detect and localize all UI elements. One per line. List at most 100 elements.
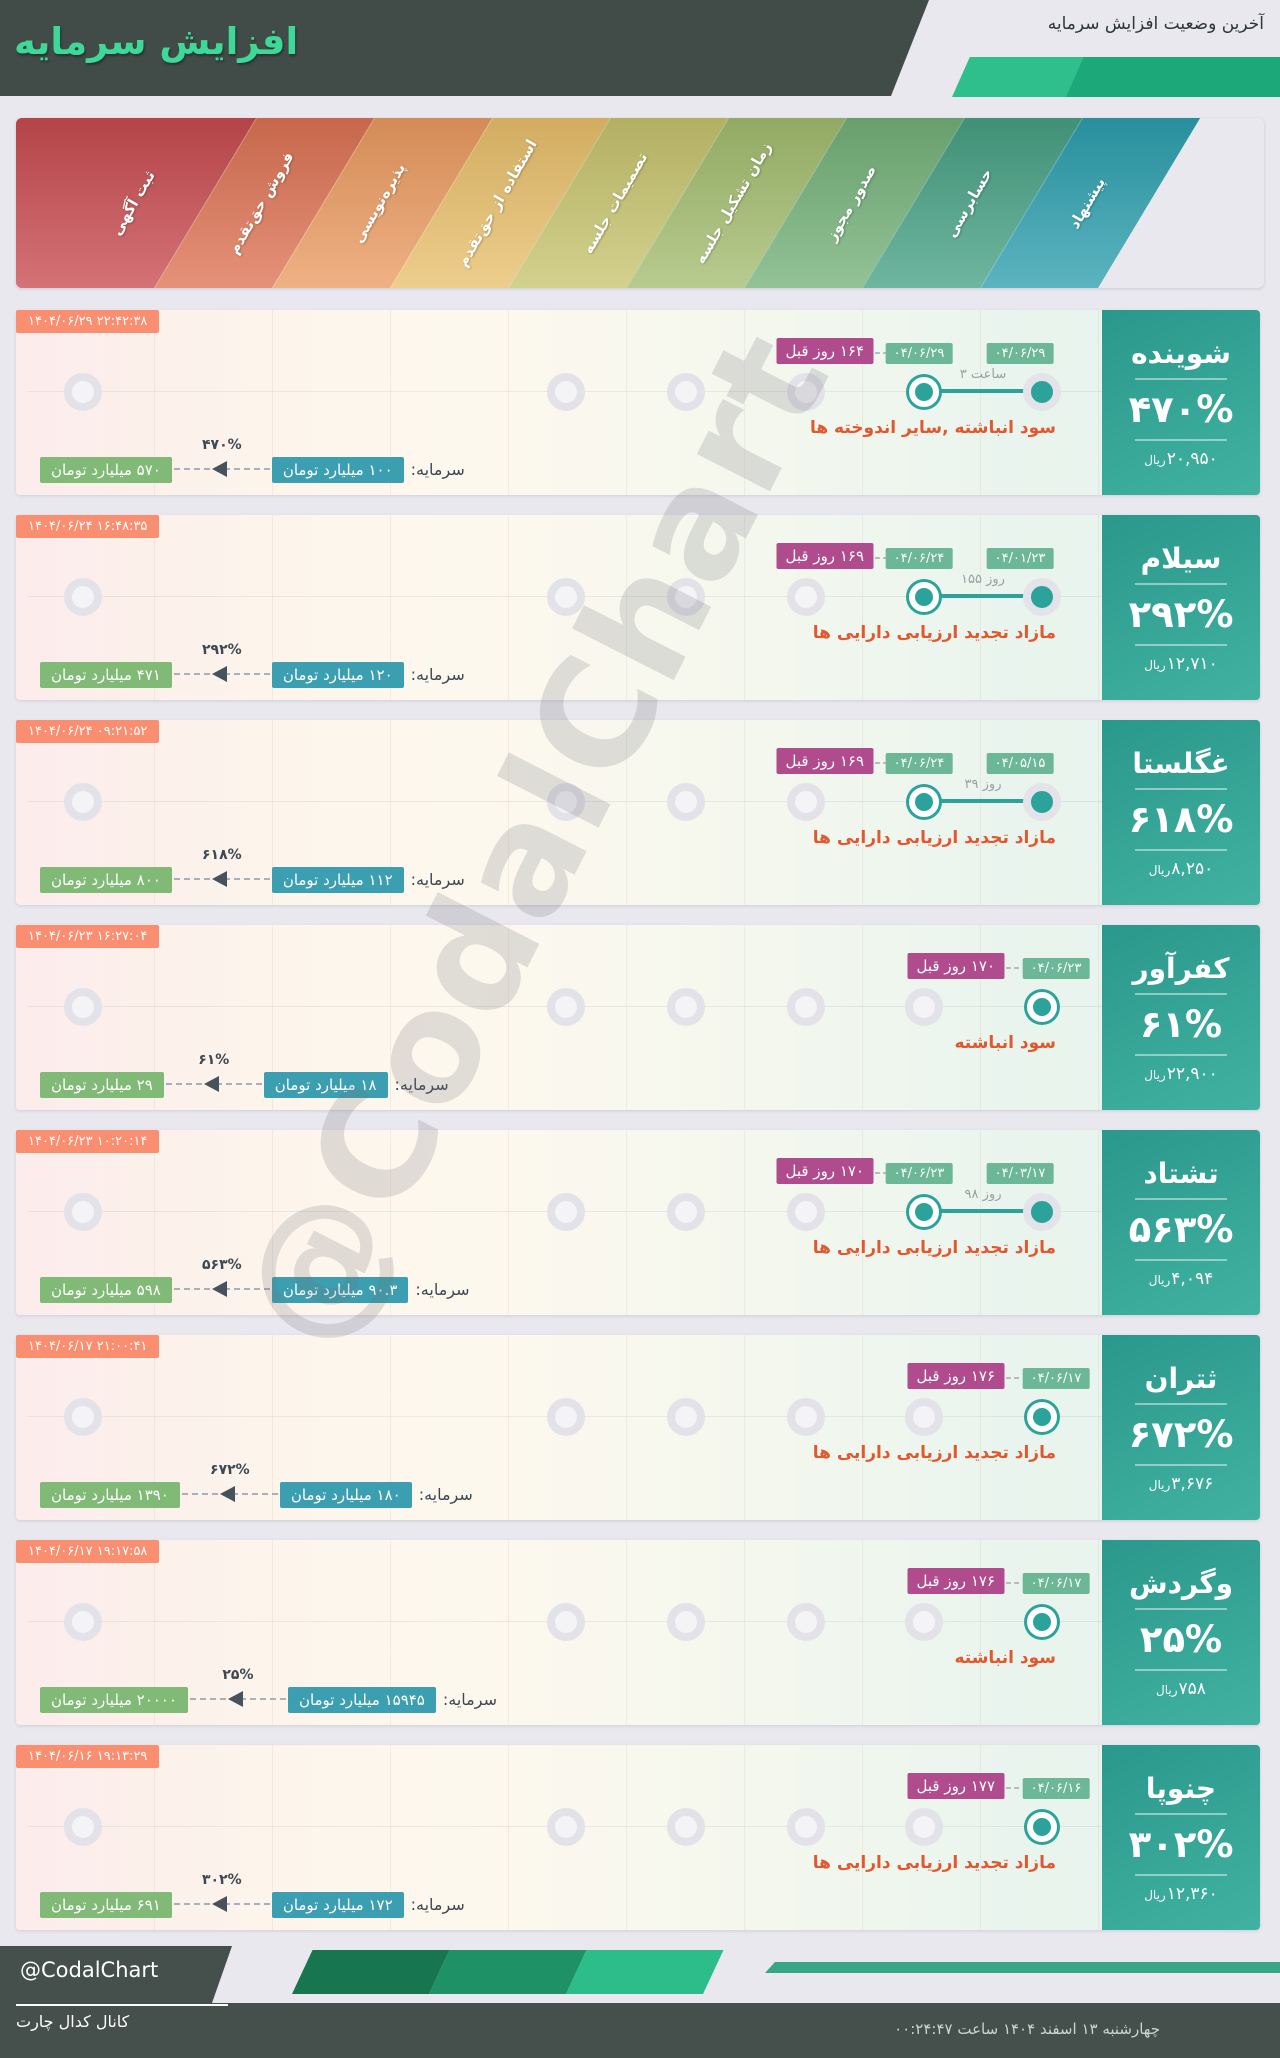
company-name: ثتران: [1144, 1361, 1218, 1395]
days-ago-badge: ۱۶۹ روز قبل: [776, 543, 873, 569]
capital-increase-percent-value: ۶۱۸%: [201, 847, 242, 863]
event-dot-proposal: [1027, 1607, 1057, 1637]
stage-dot-empty: [547, 1808, 585, 1846]
panel-divider: [1135, 787, 1227, 790]
company-row: ۱۴۰۴/۰۶/۲۴ ۰۹:۲۱:۵۲ ۳۹ روز ۰۴/۰۵/۱۵ ۰۴/۰…: [16, 720, 1260, 905]
company-panel: تشتاد ۵۶۳% ۴,۰۹۴ ریال: [1102, 1130, 1260, 1315]
company-panel: کفرآور ۶۱% ۲۲,۹۰۰ ریال: [1102, 925, 1260, 1110]
capital-increase-percent-value: ۴۷۰%: [201, 437, 242, 453]
increase-percent-value: ۲۹۲%: [1128, 592, 1234, 636]
capital-label: سرمایه:: [410, 870, 465, 889]
report-timestamp: ۱۴۰۴/۰۶/۲۳ ۱۰:۲۰:۱۴: [28, 1134, 148, 1149]
channel-name: کانال کدال چارت: [16, 2012, 130, 2031]
stage-dot-empty: [667, 1193, 705, 1231]
stage-dot-empty: [667, 1808, 705, 1846]
arrow-left-icon: [211, 461, 227, 477]
share-price: ۱۲,۳۶۰ ریال: [1144, 1884, 1218, 1904]
stage-dot-empty: [667, 1603, 705, 1641]
stage-dot-empty: [905, 1808, 943, 1846]
event-date2-badge: ۰۴/۰۶/۲۴: [885, 548, 953, 569]
company-name: غگلستا: [1132, 746, 1230, 780]
capital-change-strip: ۲۹ میلیارد تومان ۶۱% ۱۸ میلیارد تومان سر…: [40, 1052, 449, 1098]
stage-dot-empty: [787, 373, 825, 411]
capital-increase-percent-value: ۶۷۲%: [210, 1462, 250, 1478]
report-timestamp: ۱۴۰۴/۰۶/۱۷ ۱۹:۱۷:۵۸: [28, 1544, 148, 1559]
stage-dot-empty: [787, 1603, 825, 1641]
increase-percent: ۶۱%: [1140, 1003, 1222, 1046]
funding-source-note: مازاد تجدید ارزیابی دارایی ها: [812, 1443, 1056, 1463]
company-name: وگردش: [1128, 1566, 1234, 1600]
panel-divider: [1135, 582, 1227, 585]
capital-increase-percent: ۲۹۲%: [202, 642, 242, 658]
arrow-left-icon: [211, 871, 227, 887]
event-date: ۰۴/۰۶/۱۶: [1030, 1781, 1082, 1796]
event-duration: ۹۸ روز: [964, 1187, 1002, 1202]
capital-label: سرمایه:: [442, 1690, 497, 1709]
panel-divider: [1135, 1258, 1227, 1261]
increase-percent-value: ۶۷۲%: [1128, 1412, 1234, 1456]
current-capital-badge: ۱۸۰ میلیارد تومان: [279, 1481, 412, 1508]
panel-divider: [1135, 1812, 1227, 1815]
event-date: ۰۴/۰۶/۱۷: [1030, 1371, 1082, 1386]
event-dot-audit: [909, 377, 939, 407]
footer-green-parallelogram: [429, 1950, 587, 1994]
footer-divider: [16, 2004, 228, 2006]
rial-unit-label: ریال: [1148, 1272, 1171, 1287]
increase-percent: ۲۵%: [1140, 1618, 1222, 1661]
capital-arrow: ۶۱%: [164, 1052, 264, 1098]
share-price-value: ۴,۰۹۴: [1171, 1268, 1214, 1289]
panel-divider: [1135, 643, 1227, 646]
arrow-left-icon: [211, 1281, 227, 1297]
new-capital-badge: ۱۳۹۰ میلیارد تومان: [40, 1481, 180, 1508]
stage-dot-empty: [64, 1398, 102, 1436]
increase-percent: ۵۶۳%: [1129, 1208, 1234, 1251]
rial-unit-label: ریال: [1144, 657, 1166, 672]
share-price-value: ۲۰,۹۵۰: [1166, 448, 1218, 469]
event-dot-proposal: [1023, 578, 1061, 616]
stage-dot-empty: [64, 1193, 102, 1231]
stage-dot-empty: [547, 1603, 585, 1641]
event-duration: ۳۹ روز: [964, 777, 1002, 792]
company-row: ۱۴۰۴/۰۶/۲۴ ۱۶:۴۸:۳۵ ۱۵۵ روز ۰۴/۰۱/۲۳ ۰۴/…: [16, 515, 1260, 700]
capital-change-strip: ۵۹۸ میلیارد تومان ۵۶۳% ۹۰.۳ میلیارد توما…: [40, 1257, 470, 1303]
capital-increase-percent: ۶۷۲%: [210, 1462, 250, 1478]
capital-change-strip: ۸۰۰ میلیارد تومان ۶۱۸% ۱۱۲ میلیارد تومان…: [40, 847, 465, 893]
share-price-value: ۲۲,۹۰۰: [1166, 1063, 1218, 1084]
share-price: ۲۲,۹۰۰ ریال: [1144, 1064, 1218, 1084]
event-date: ۰۴/۰۵/۱۵: [994, 756, 1046, 771]
stage-dot-empty: [787, 1808, 825, 1846]
event-connector: [924, 1209, 1042, 1213]
share-price: ۲۰,۹۵۰ ریال: [1144, 449, 1218, 469]
increase-percent-value: ۶۱۸%: [1128, 797, 1234, 841]
capital-label: سرمایه:: [415, 1280, 470, 1299]
footer-green-bar: [765, 1962, 1280, 1973]
new-capital-badge: ۸۰۰ میلیارد تومان: [40, 866, 172, 893]
share-price: ۱۲,۷۱۰ ریال: [1144, 654, 1218, 674]
stage-dot-empty: [64, 988, 102, 1026]
new-capital-badge: ۲۹ میلیارد تومان: [40, 1071, 164, 1098]
badge-dash-connector: [1006, 967, 1019, 969]
share-price: ۳,۶۷۶ ریال: [1149, 1474, 1213, 1494]
funding-source-note: مازاد تجدید ارزیابی دارایی ها: [812, 623, 1056, 643]
event-date-badge: ۰۴/۰۱/۲۳: [986, 548, 1054, 569]
share-price-value: ۱۲,۷۱۰: [1166, 653, 1218, 674]
panel-divider: [1135, 438, 1227, 441]
share-price-value: ۷۵۸: [1178, 1678, 1206, 1699]
stage-dot-empty: [667, 578, 705, 616]
event-dot-proposal: [1027, 1402, 1057, 1432]
share-price-value: ۸,۲۵۰: [1171, 858, 1214, 879]
rial-unit-label: ریال: [1148, 862, 1171, 877]
footer-green-parallelogram: [292, 1950, 450, 1994]
event-connector: [924, 389, 1042, 393]
days-ago-badge: ۱۷۷ روز قبل: [907, 1773, 1004, 1799]
increase-percent-value: ۶۱%: [1139, 1002, 1223, 1046]
event-duration-label: ۹۸ روز: [965, 1187, 1002, 1202]
panel-divider: [1135, 1668, 1227, 1671]
stage-dot-empty: [547, 373, 585, 411]
share-price: ۷۵۸ ریال: [1156, 1679, 1206, 1699]
company-name: چنوپا: [1145, 1771, 1217, 1805]
panel-divider: [1135, 848, 1227, 851]
capital-arrow: ۴۷۰%: [172, 437, 272, 483]
event-duration-label: ۳۹ روز: [965, 777, 1002, 792]
report-timestamp: ۱۴۰۴/۰۶/۲۴ ۰۹:۲۱:۵۲: [28, 724, 148, 739]
